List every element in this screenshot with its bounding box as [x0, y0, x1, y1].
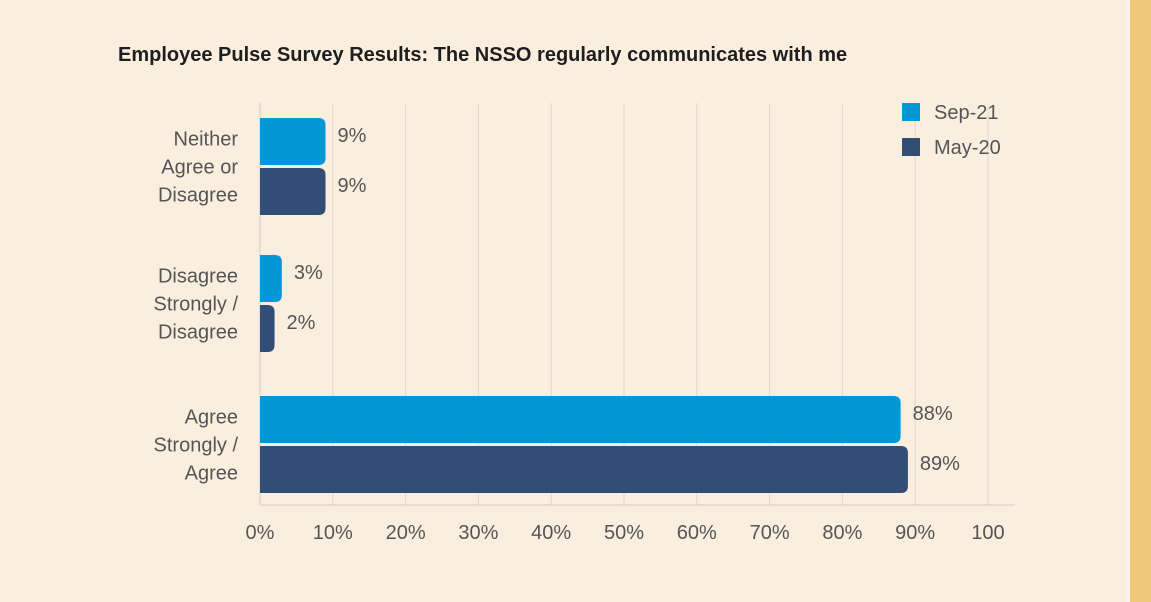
chart-title: Employee Pulse Survey Results: The NSSO …: [118, 44, 848, 66]
x-tick-label: 0%: [246, 522, 275, 544]
legend-swatch: [902, 103, 920, 121]
x-tick-label: 100: [971, 522, 1004, 544]
legend-label: May-20: [934, 137, 1001, 159]
category-label: Disagree Strongly / Disagree: [154, 266, 239, 344]
x-tick-label: 70%: [750, 522, 790, 544]
bar: [260, 305, 275, 352]
x-tick-label: 30%: [458, 522, 498, 544]
category-label: Agree Strongly / Agree: [154, 407, 239, 485]
bar: [260, 446, 908, 493]
data-label: 88%: [913, 403, 953, 425]
x-tick-label: 60%: [677, 522, 717, 544]
bar: [260, 255, 282, 302]
data-label: 89%: [920, 453, 960, 475]
data-label: 3%: [294, 262, 323, 284]
data-label: 2%: [287, 312, 316, 334]
x-tick-label: 90%: [895, 522, 935, 544]
x-tick-label: 20%: [386, 522, 426, 544]
data-label: 9%: [338, 125, 367, 147]
x-tick-label: 40%: [531, 522, 571, 544]
legend-swatch: [902, 138, 920, 156]
x-tick-label: 10%: [313, 522, 353, 544]
right-accent-stripe: [1130, 0, 1151, 602]
bar: [260, 168, 326, 215]
legend-label: Sep-21: [934, 102, 999, 124]
right-stripe-edge: [1127, 0, 1130, 602]
category-label: Neither Agree or Disagree: [158, 129, 238, 207]
x-tick-label: 50%: [604, 522, 644, 544]
data-label: 9%: [338, 175, 367, 197]
bar: [260, 118, 326, 165]
x-tick-label: 80%: [822, 522, 862, 544]
bar: [260, 396, 901, 443]
